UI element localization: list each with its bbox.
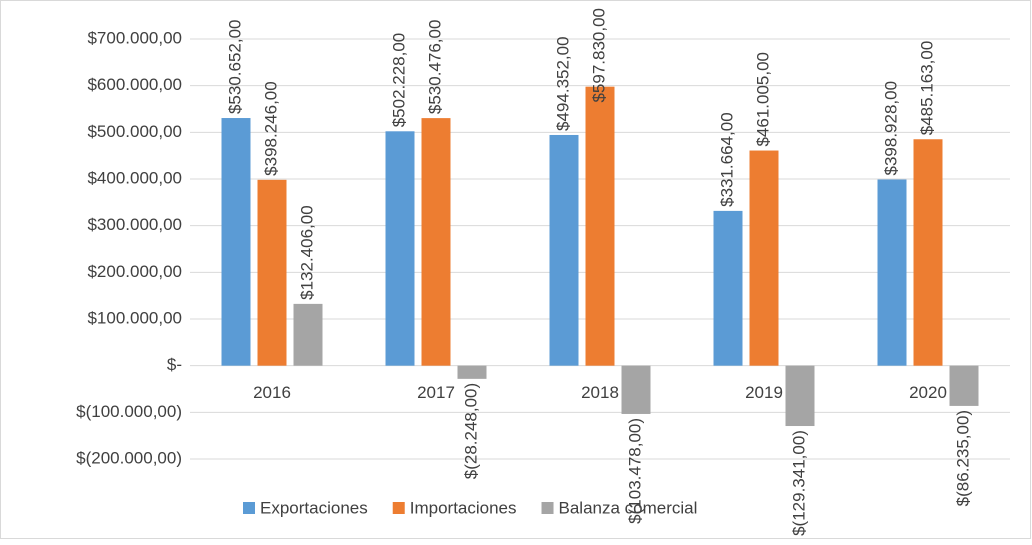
data-label: $597.830,00 <box>589 8 608 103</box>
bar <box>877 179 907 366</box>
legend-label: Balanza comercial <box>559 498 698 517</box>
data-label: $530.652,00 <box>225 19 244 114</box>
y-tick-label: $(200.000,00) <box>76 448 182 467</box>
bar <box>913 139 943 366</box>
bar <box>257 179 287 366</box>
y-tick-label: $500.000,00 <box>87 122 182 141</box>
legend-label: Exportaciones <box>260 498 368 517</box>
bar <box>621 365 651 414</box>
x-tick-label: 2017 <box>417 383 455 402</box>
legend-label: Importaciones <box>410 498 517 517</box>
legend-swatch <box>541 502 554 514</box>
bar <box>421 118 451 366</box>
x-tick-label: 2016 <box>253 383 291 402</box>
data-label: $132.406,00 <box>297 205 316 300</box>
bar <box>457 365 487 379</box>
y-tick-label: $100.000,00 <box>87 308 182 327</box>
y-tick-label: $600.000,00 <box>87 75 182 94</box>
bar <box>713 210 743 366</box>
x-tick-label: 2019 <box>745 383 783 402</box>
bar <box>785 365 815 427</box>
data-label: $331.664,00 <box>717 112 736 207</box>
data-label: $(28.248,00) <box>461 383 480 479</box>
data-label: $502.228,00 <box>389 33 408 128</box>
y-tick-label: $- <box>167 355 182 374</box>
data-label: $485.163,00 <box>917 41 936 136</box>
data-label: $461.005,00 <box>753 52 772 147</box>
bar <box>749 150 779 366</box>
bar <box>293 303 323 366</box>
data-label: $(129.341,00) <box>789 430 808 536</box>
legend-swatch <box>243 502 255 514</box>
data-label: $398.246,00 <box>261 81 280 176</box>
y-tick-label: $700.000,00 <box>87 28 182 47</box>
y-tick-label: $300.000,00 <box>87 215 182 234</box>
bar <box>221 118 251 366</box>
data-label: $398.928,00 <box>881 81 900 176</box>
bar <box>585 86 615 366</box>
y-tick-label: $200.000,00 <box>87 262 182 281</box>
bar <box>549 134 579 366</box>
data-label: $(103.478,00) <box>625 418 644 524</box>
x-tick-label: 2020 <box>909 383 947 402</box>
data-label: $530.476,00 <box>425 20 444 115</box>
data-label: $(86.235,00) <box>953 410 972 506</box>
y-tick-label: $400.000,00 <box>87 168 182 187</box>
bar <box>949 365 979 406</box>
legend-swatch <box>392 502 405 514</box>
bar <box>385 131 415 366</box>
x-tick-label: 2018 <box>581 383 619 402</box>
y-tick-label: $(100.000,00) <box>76 402 182 421</box>
data-label: $494.352,00 <box>553 36 572 131</box>
